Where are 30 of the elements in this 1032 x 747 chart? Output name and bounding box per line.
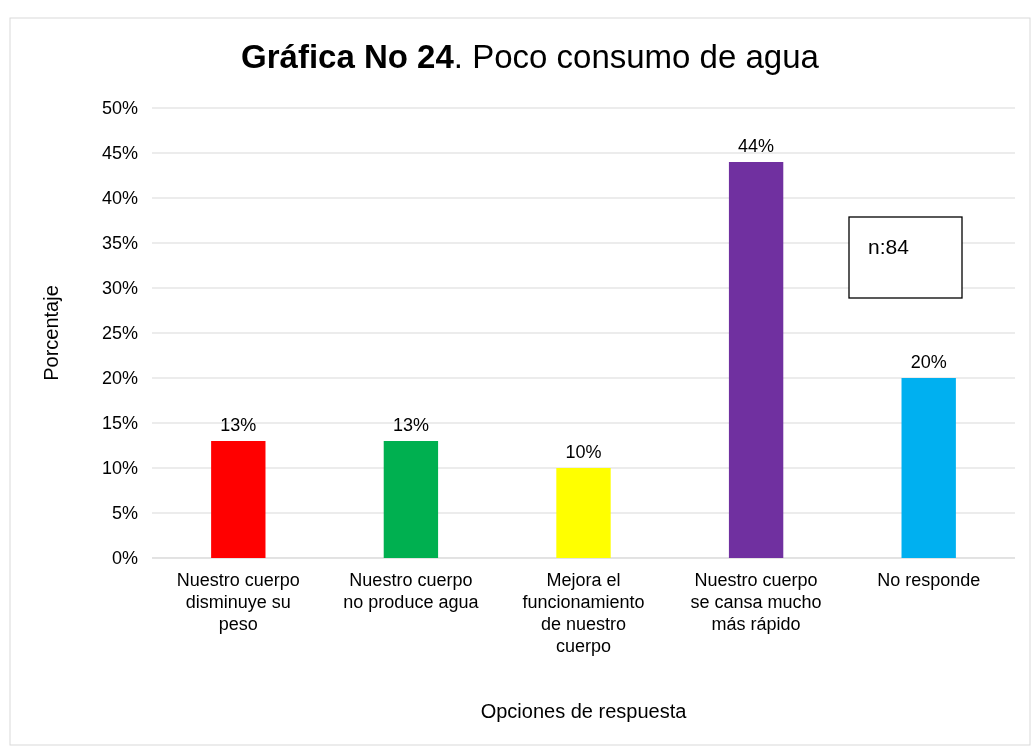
y-tick-label: 25% <box>101 323 138 344</box>
y-tick-label: 40% <box>101 188 138 209</box>
y-axis-title: Porcentaje <box>40 285 62 381</box>
x-tick-label: Nuestro cuerpo no produce agua <box>343 570 480 612</box>
y-tick-label: 45% <box>101 143 138 164</box>
x-axis-title: Opciones de respuesta <box>480 700 688 722</box>
data-label: 13% <box>220 415 257 435</box>
y-tick-label: 15% <box>101 413 138 434</box>
x-tick-label: Nuestro cuerpo se cansa mucho más rápido <box>690 570 822 634</box>
data-label: 20% <box>910 352 947 372</box>
y-tick-label: 20% <box>101 368 138 389</box>
data-label: 13% <box>392 415 429 435</box>
bar <box>383 441 439 558</box>
data-label: 10% <box>565 442 602 462</box>
bar <box>211 441 266 558</box>
y-tick-label: 10% <box>101 458 138 479</box>
bar <box>901 378 956 558</box>
y-tick-label: 30% <box>101 278 138 299</box>
x-tick-label: No responde <box>877 570 981 590</box>
y-tick-label: 5% <box>111 503 138 524</box>
data-label: 44% <box>738 136 775 156</box>
bar <box>728 162 784 558</box>
x-tick-label: Nuestro cuerpo disminuye su peso <box>176 570 300 634</box>
bar <box>556 468 611 558</box>
annotation: n:84 <box>868 235 910 258</box>
chart-title: Gráfica No 24. Poco consumo de agua <box>241 38 820 75</box>
y-tick-label: 0% <box>111 548 138 569</box>
y-tick-label: 35% <box>101 233 138 254</box>
y-tick-label: 50% <box>101 98 138 119</box>
x-tick-label: Mejora el funcionamiento de nuestro cuerpo <box>522 570 645 656</box>
